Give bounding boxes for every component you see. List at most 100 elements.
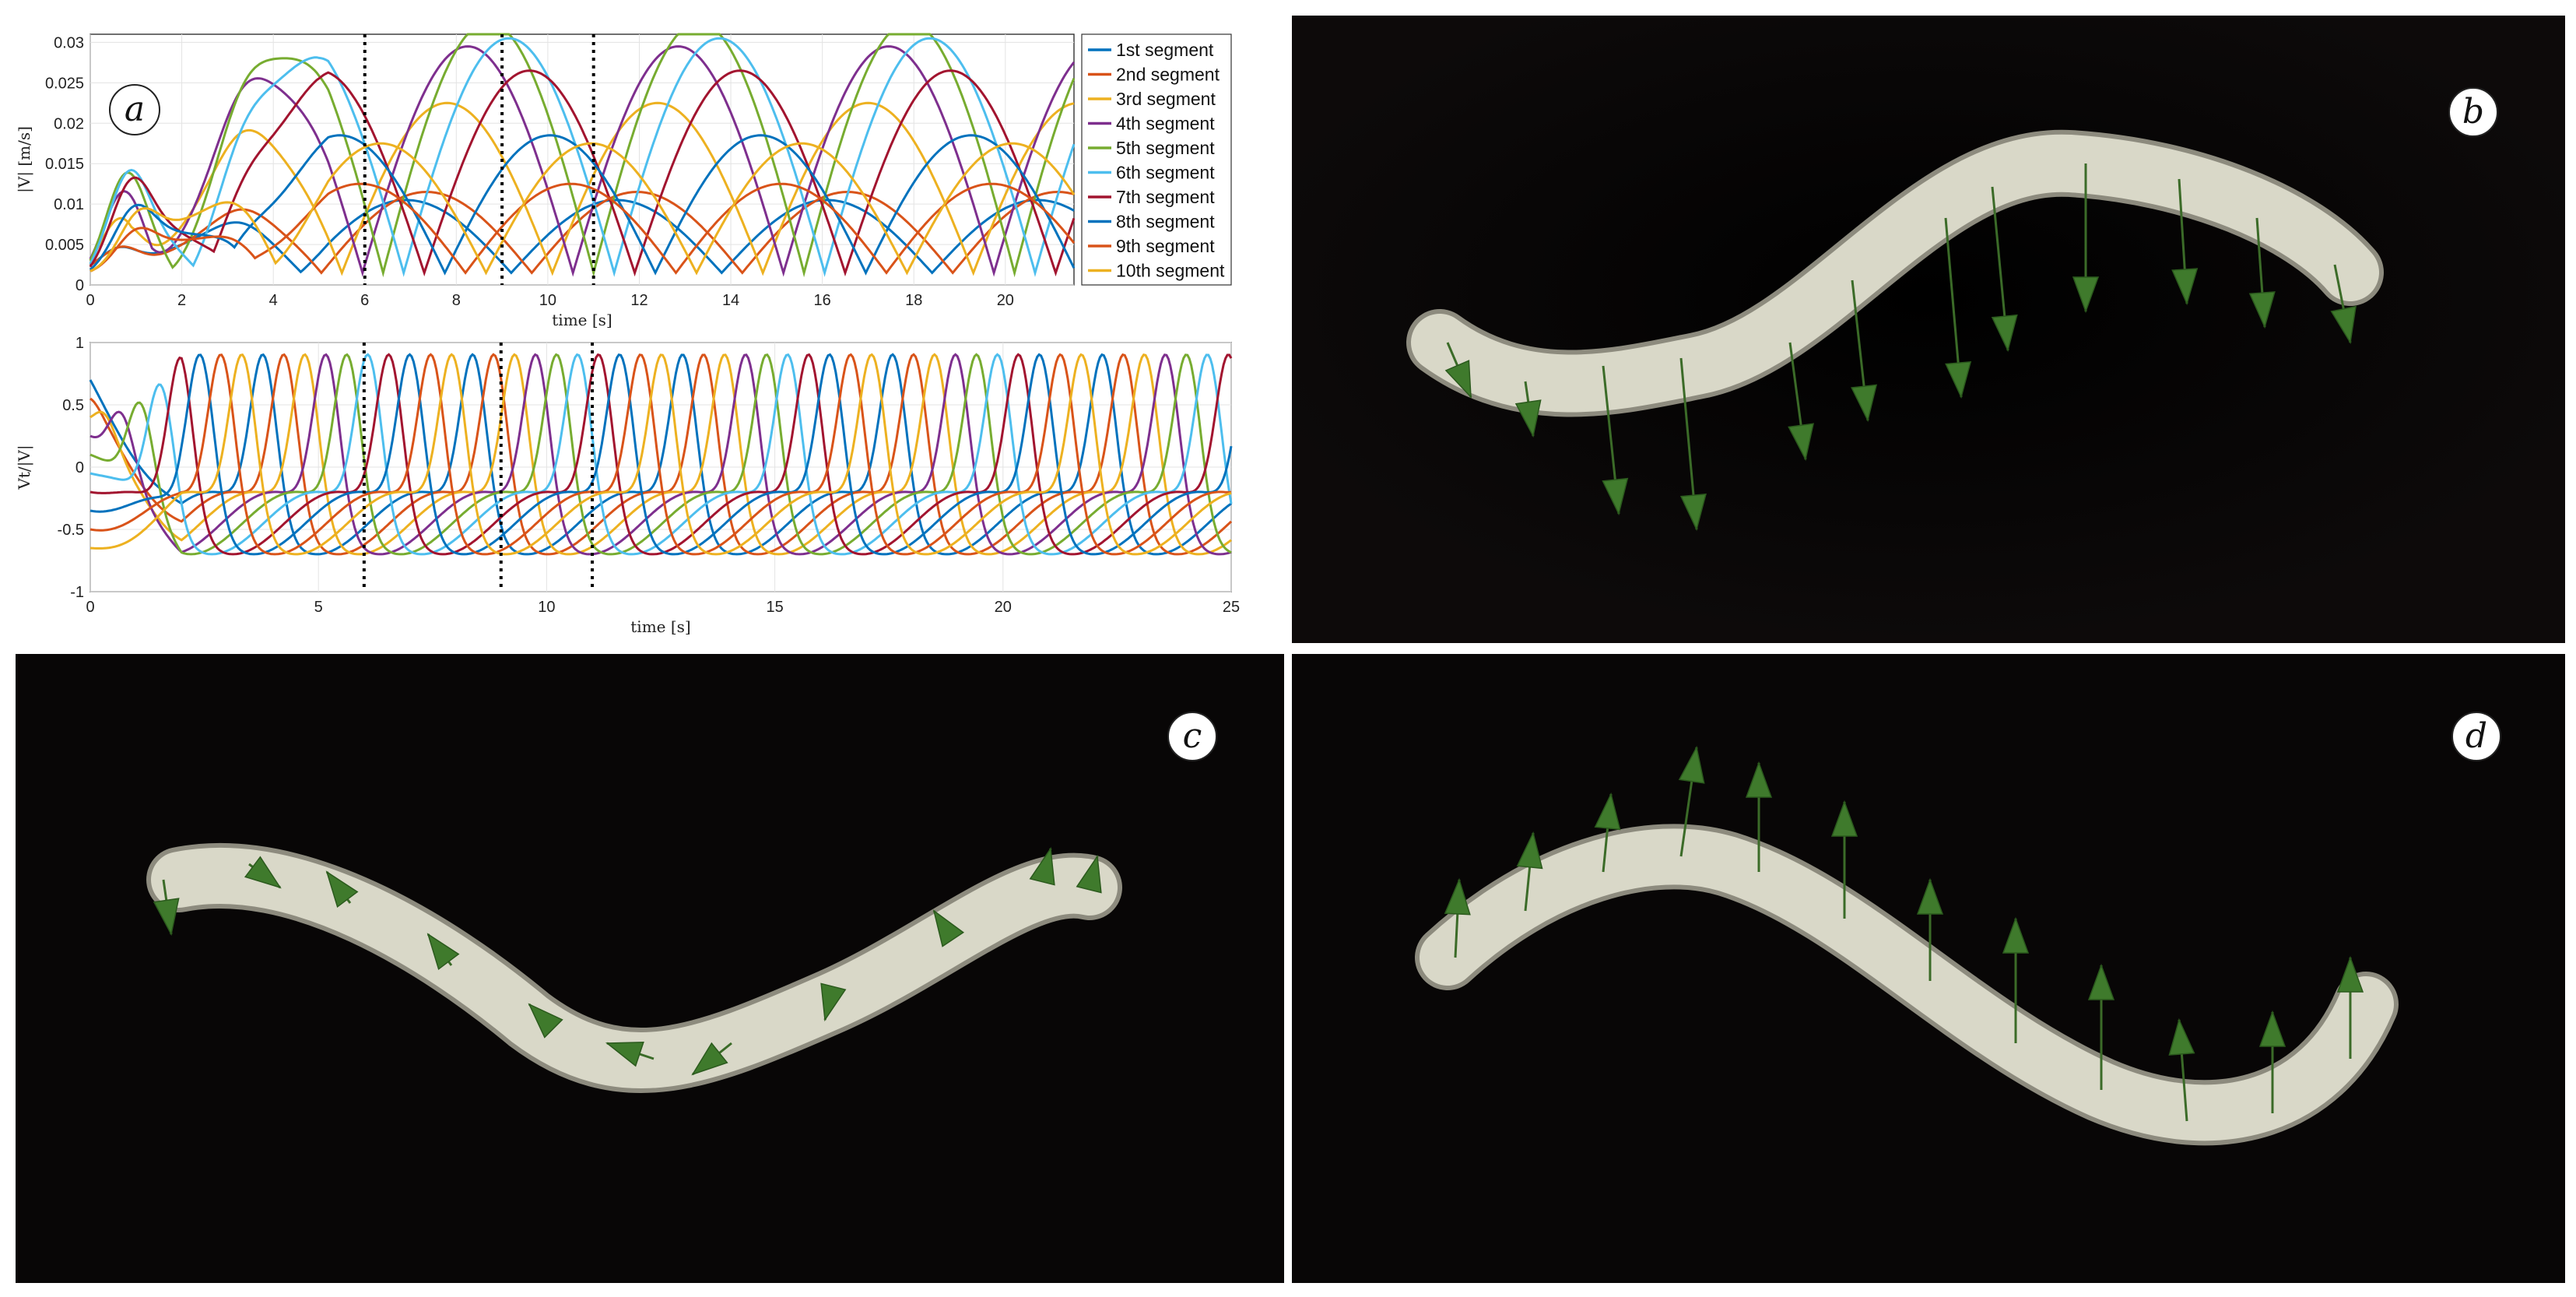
y-tick-label: 0 [75, 277, 84, 294]
y-tick-label: 1 [75, 335, 84, 352]
panel-label-b: b [2448, 87, 2498, 137]
legend-label: 6th segment [1116, 163, 1215, 183]
x-tick-label: 6 [360, 292, 369, 309]
panel-label-a-text: a [124, 90, 146, 129]
arrow-head-icon [2168, 1018, 2195, 1056]
arrow-head-icon [1514, 399, 1542, 438]
arrow-head-icon [2258, 1010, 2286, 1047]
legend-label: 7th segment [1116, 187, 1215, 207]
arrow-head-icon [1594, 792, 1621, 831]
y-tick-label: 0.025 [45, 75, 84, 92]
series-line-2 [89, 190, 1075, 275]
chart-1: 0 2 4 6 8 10 12 14 16 18 20 0 0.005 0.01 0.015 0.02 0.02… [15, 33, 1232, 329]
arrow-head-icon [2330, 305, 2357, 345]
arrow-head-icon [325, 870, 359, 909]
series-line-5 [89, 33, 1076, 278]
series-line-4 [89, 353, 1232, 556]
legend-label: 8th segment [1116, 212, 1215, 232]
snake-body [151, 848, 1118, 1088]
arrow-head-icon [153, 898, 180, 937]
snake-d-scene [1292, 654, 2565, 1283]
arrow-head-icon [1830, 800, 1858, 837]
arrow-head-icon [2002, 916, 2030, 954]
arrow-head-icon [1945, 360, 1972, 399]
x-tick-label: 18 [905, 292, 922, 309]
legend-label: 4th segment [1116, 114, 1215, 134]
y-tick-label: 0.01 [54, 196, 84, 213]
series-line-4 [89, 45, 1076, 277]
panel-label-d: d [2451, 712, 2501, 761]
x-tick-label: 14 [722, 292, 739, 309]
panel-d-snake-render: d [1292, 654, 2565, 1283]
arrow-head-icon [1029, 846, 1055, 886]
series-line-3 [89, 353, 1232, 556]
arrow-head-icon [1788, 423, 1815, 462]
legend-label: 3rd segment [1116, 89, 1216, 109]
x-tick-label: 10 [538, 599, 555, 616]
legend-label: 5th segment [1116, 138, 1215, 158]
x-tick-label: 4 [269, 292, 278, 309]
x-tick-label: 15 [766, 599, 783, 616]
velocity-arrows [1444, 163, 2357, 532]
series-line-9 [89, 353, 1232, 556]
y-tick-label: 0.005 [45, 237, 84, 254]
legend-label: 10th segment [1116, 261, 1225, 281]
series-line-7 [89, 69, 1076, 277]
y-tick-label: 0.015 [45, 156, 84, 173]
y-axis-label: Vt/|V| [15, 445, 34, 490]
x-tick-label: 0 [86, 292, 94, 309]
y-axis-label: |V| [m/s] [15, 126, 34, 193]
legend-label: 2nd segment [1116, 65, 1220, 85]
y-tick-label: 0 [75, 459, 84, 476]
arrow-head-icon [1516, 831, 1543, 870]
series-line-6 [89, 37, 1076, 277]
series-line-7 [89, 353, 1233, 556]
panel-b-snake-render: b [1292, 16, 2565, 643]
x-tick-label: 8 [452, 292, 461, 309]
series-line-3 [89, 101, 1075, 276]
legend: 1st segment 2nd segment 3rd segment 4th seg… [1081, 33, 1232, 286]
arrow-head-icon [820, 982, 847, 1022]
chart-2: 0 5 10 15 20 25 -1 -0.5 0 0.5 1 time [s] Vt/|V| [15, 335, 1240, 636]
panel-label-c: c [1167, 712, 1217, 761]
x-tick-label: 20 [995, 599, 1012, 616]
panel-label-c-text: c [1182, 716, 1202, 756]
arrow-head-icon [1602, 477, 1629, 516]
arrow-head-icon [528, 1003, 563, 1039]
series-line-6 [89, 353, 1233, 556]
snake-body [1420, 828, 2394, 1141]
series-line-2 [89, 353, 1233, 556]
arrow-head-icon [1678, 745, 1705, 784]
velocity-arrows [153, 846, 1102, 1076]
series-line-10 [89, 353, 1232, 556]
panel-a-plots: 0 2 4 6 8 10 12 14 16 18 20 0 0.005 0.01 0.015 0.02 0.02… [0, 0, 1284, 646]
legend-box [1081, 33, 1232, 286]
arrow-head-icon [1679, 493, 1707, 532]
arrow-head-icon [2087, 963, 2115, 1000]
arrow-head-icon [244, 856, 282, 889]
snake-b-scene [1292, 16, 2565, 643]
x-tick-label: 0 [86, 599, 94, 616]
arrow-head-icon [932, 909, 965, 947]
x-axis-label: time [s] [552, 311, 612, 329]
y-tick-label: 0.02 [54, 115, 84, 132]
background [1292, 16, 2565, 643]
x-tick-label: 25 [1223, 599, 1240, 616]
x-tick-label: 2 [177, 292, 186, 309]
arrow-head-icon [1916, 877, 1944, 915]
y-tick-label: -1 [70, 584, 84, 601]
arrow-head-icon [426, 933, 460, 971]
x-axis-label: time [s] [630, 617, 690, 636]
arrow-head-icon [605, 1041, 644, 1067]
background [16, 654, 1284, 1283]
series-line-1 [89, 199, 1075, 275]
x-tick-label: 20 [997, 292, 1014, 309]
plot-area [89, 33, 1075, 286]
series-line-8 [89, 353, 1233, 556]
legend-label: 1st segment [1116, 40, 1214, 60]
panel-label-a: a [109, 84, 160, 135]
x-tick-label: 5 [314, 599, 323, 616]
arrow-head-icon [691, 1042, 728, 1076]
arrow-head-icon [1444, 877, 1471, 916]
snake-body [1411, 134, 2379, 413]
